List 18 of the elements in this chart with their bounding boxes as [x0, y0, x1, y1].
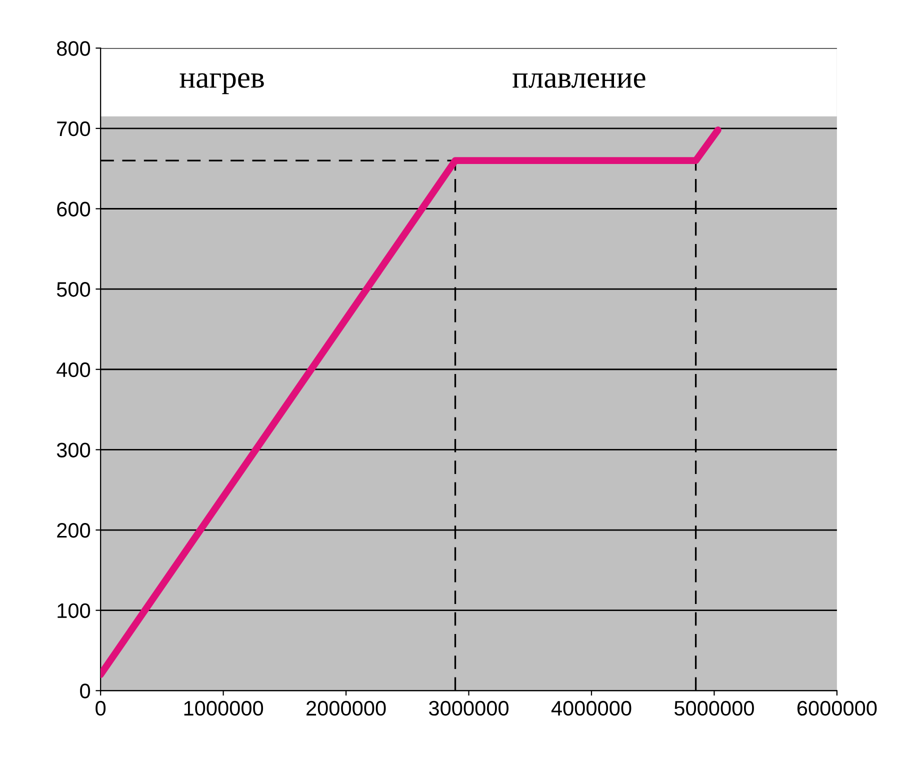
x-tick-label: 5000000: [674, 700, 754, 716]
y-tick-label: 500: [56, 282, 90, 297]
x-tick-label: 1000000: [184, 700, 264, 716]
y-tick-label: 100: [58, 603, 90, 618]
x-tick-label: 3000000: [429, 700, 508, 716]
y-tick-label: 300: [56, 442, 90, 458]
y-tick-label: 0: [80, 684, 90, 698]
y-tick-label: 600: [57, 202, 90, 216]
y-tick-label: 700: [57, 121, 90, 136]
x-tick-label: 0: [96, 700, 106, 716]
y-tick-label: 200: [57, 523, 90, 538]
y-tick-label: 800: [57, 41, 90, 56]
x-tick-label: 2000000: [306, 700, 386, 716]
x-tick-label: 4000000: [551, 700, 632, 716]
x-tick-label: 6000000: [797, 700, 877, 716]
annotation: плавление: [512, 73, 646, 88]
y-tick-label: 400: [56, 362, 90, 378]
annotation: нагрев: [180, 73, 264, 94]
